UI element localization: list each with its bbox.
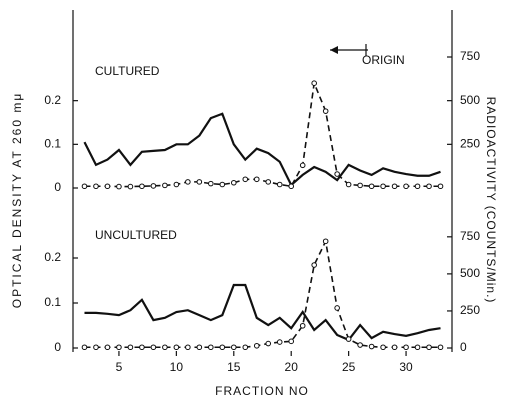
x-tick-label: 20 [285, 360, 299, 374]
data-point [299, 162, 306, 169]
data-point [242, 344, 249, 351]
data-point [265, 340, 272, 347]
data-point [93, 344, 99, 351]
data-point [288, 338, 295, 345]
y2-tick-label: 0 [460, 340, 467, 354]
y2-tick-label: 750 [460, 229, 480, 243]
data-point [276, 181, 283, 188]
data-point [265, 179, 272, 185]
data-point [81, 183, 88, 190]
data-point [276, 339, 283, 345]
data-point [242, 176, 249, 183]
data-point [162, 182, 168, 189]
data-point [253, 176, 260, 183]
data-point [230, 344, 237, 351]
series-line [84, 238, 441, 349]
data-point [414, 183, 421, 190]
data-point [219, 181, 226, 188]
y2-tick-label: 250 [460, 137, 480, 151]
series-line [84, 80, 441, 188]
data-point [208, 344, 214, 351]
data-point [230, 179, 237, 186]
data-point [127, 344, 134, 351]
data-point [414, 344, 421, 351]
data-point [139, 344, 145, 351]
data-point [127, 183, 134, 190]
data-point [357, 182, 363, 189]
y2-tick-label: 250 [460, 303, 480, 317]
series-line [83, 112, 441, 187]
y-tick-label: 0.1 [44, 137, 61, 151]
data-point [173, 181, 180, 188]
data-point [380, 183, 386, 190]
series-line [84, 283, 441, 342]
data-point [139, 183, 145, 190]
y-tick-label: 0.1 [44, 295, 61, 309]
data-point [173, 344, 180, 351]
data-point [150, 344, 157, 351]
y2-tick-label: 750 [460, 49, 480, 63]
x-tick-label: 5 [116, 360, 123, 374]
data-point [345, 336, 352, 342]
data-point [437, 344, 444, 351]
data-point [403, 344, 409, 351]
data-point [288, 183, 295, 190]
data-point [104, 183, 111, 190]
y-tick-label: 0.2 [44, 250, 61, 264]
panel-title: CULTURED [95, 64, 160, 78]
data-point [104, 344, 111, 351]
data-point [368, 183, 375, 190]
data-point [426, 183, 432, 190]
data-point [334, 305, 340, 311]
data-point [196, 344, 203, 351]
y2-tick-label: 500 [460, 266, 480, 280]
y-axis-label: OPTICAL DENSITY AT 260 mμ [10, 92, 24, 309]
x-tick-label: 15 [227, 360, 241, 374]
data-point [116, 183, 122, 190]
data-point [311, 80, 317, 86]
y2-tick-label: 500 [460, 93, 480, 107]
x-tick-label: 30 [399, 360, 413, 374]
data-point [150, 183, 157, 189]
data-point [311, 262, 317, 268]
data-point [403, 183, 409, 190]
data-point [334, 171, 340, 177]
data-point [208, 180, 214, 187]
data-point [391, 344, 398, 351]
data-point [196, 179, 203, 185]
data-point [345, 181, 352, 188]
data-point [380, 344, 386, 351]
data-point [322, 108, 329, 114]
data-point [391, 183, 398, 190]
data-point [322, 238, 329, 245]
data-point [368, 343, 375, 350]
y-tick-label: 0 [54, 180, 61, 194]
origin-label: ORIGIN [362, 53, 405, 67]
data-point [116, 344, 122, 351]
data-point [299, 322, 306, 329]
x-axis-label: FRACTION NO [215, 384, 309, 398]
data-point [219, 344, 226, 351]
data-point [93, 183, 99, 190]
y-tick-label: 0.2 [44, 93, 61, 107]
x-tick-label: 25 [342, 360, 356, 374]
y-tick-label: 0 [54, 340, 61, 354]
data-point [162, 344, 168, 351]
data-point [426, 344, 432, 351]
data-point [437, 183, 444, 190]
data-point [81, 344, 88, 351]
origin-arrowhead [330, 46, 338, 54]
data-point [253, 342, 260, 349]
data-point [185, 344, 191, 351]
data-point [185, 179, 191, 185]
data-point [357, 342, 363, 348]
y2-axis-label: RADIOACTIVITY (COUNTS/Min.) [484, 97, 498, 304]
x-tick-label: 10 [170, 360, 184, 374]
panel-title: UNCULTURED [95, 228, 177, 242]
